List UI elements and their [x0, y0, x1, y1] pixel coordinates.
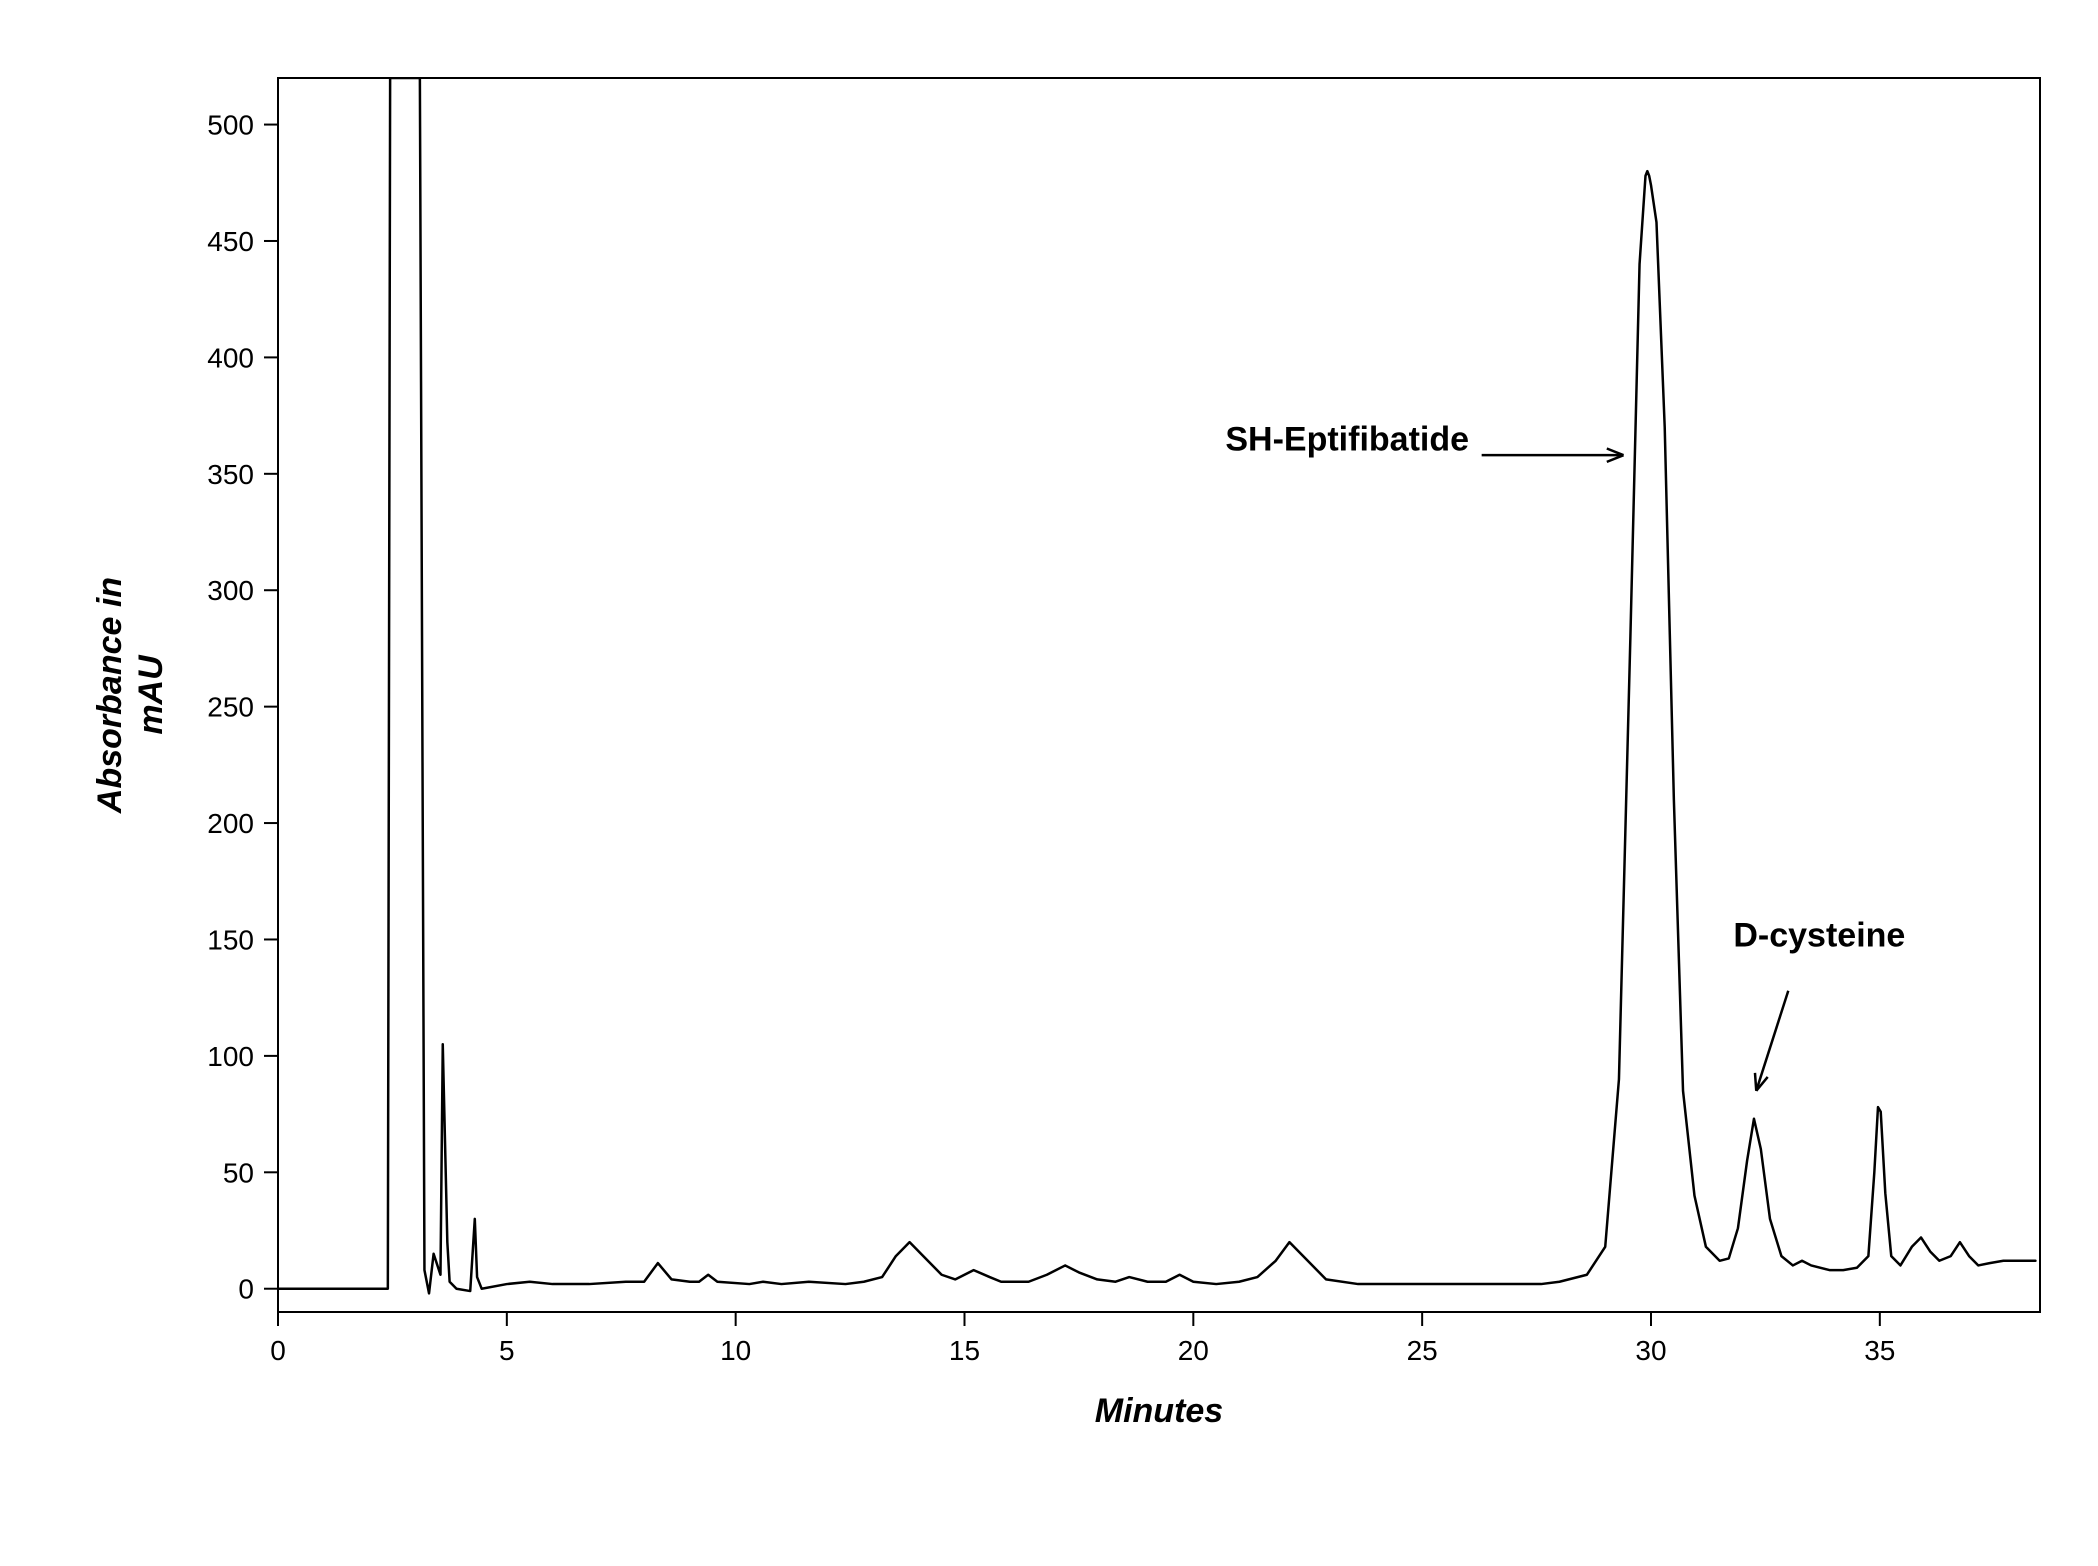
x-axis-label: Minutes	[1095, 1392, 1223, 1430]
x-tick-label: 35	[1864, 1335, 1895, 1366]
x-tick-label: 10	[720, 1335, 751, 1366]
y-tick-label: 500	[207, 110, 254, 141]
y-tick-label: 150	[207, 924, 254, 955]
plot-border	[278, 78, 2040, 1312]
annotation-arrow-line	[1756, 991, 1788, 1091]
x-tick-label: 5	[499, 1335, 515, 1366]
annotation-d-cysteine: D-cysteine	[1733, 916, 1905, 954]
y-tick-label: 50	[223, 1157, 254, 1188]
x-tick-label: 20	[1178, 1335, 1209, 1366]
x-tick-label: 15	[949, 1335, 980, 1366]
x-tick-label: 30	[1635, 1335, 1666, 1366]
chart-wrapper: 0510152025303505010015020025030035040045…	[0, 0, 2098, 1566]
y-tick-label: 100	[207, 1041, 254, 1072]
x-tick-label: 25	[1407, 1335, 1438, 1366]
y-tick-label: 300	[207, 575, 254, 606]
y-tick-label: 350	[207, 459, 254, 490]
y-tick-label: 0	[238, 1274, 254, 1305]
chromatogram-trace	[278, 78, 2035, 1293]
y-tick-label: 200	[207, 808, 254, 839]
chromatogram-chart: 0510152025303505010015020025030035040045…	[0, 0, 2098, 1566]
annotation-sh-eptifibatide: SH-Eptifibatide	[1225, 421, 1469, 459]
y-tick-label: 450	[207, 226, 254, 257]
y-tick-label: 250	[207, 692, 254, 723]
y-tick-label: 400	[207, 342, 254, 373]
y-axis-label: Absorbance inmAU	[91, 577, 170, 814]
x-tick-label: 0	[270, 1335, 286, 1366]
